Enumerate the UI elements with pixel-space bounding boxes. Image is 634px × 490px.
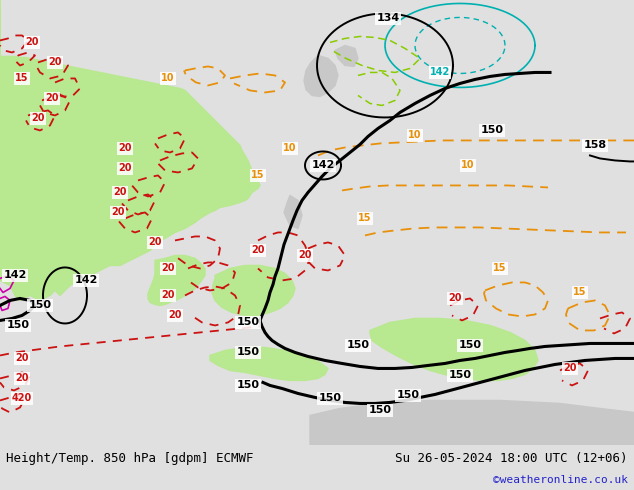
Text: 20: 20 bbox=[168, 311, 182, 320]
Polygon shape bbox=[284, 196, 302, 228]
Text: 10: 10 bbox=[408, 130, 422, 141]
Text: 150: 150 bbox=[368, 405, 392, 416]
Text: 150: 150 bbox=[347, 341, 370, 350]
Polygon shape bbox=[370, 318, 538, 380]
Text: 150: 150 bbox=[6, 320, 30, 330]
Text: 20: 20 bbox=[113, 188, 127, 197]
Text: 15: 15 bbox=[358, 214, 372, 223]
Text: 150: 150 bbox=[236, 347, 259, 357]
Text: 142: 142 bbox=[430, 68, 450, 77]
Polygon shape bbox=[304, 55, 338, 97]
Text: 150: 150 bbox=[458, 341, 481, 350]
Text: 20: 20 bbox=[119, 164, 132, 173]
Text: 10: 10 bbox=[283, 144, 297, 153]
Text: 20: 20 bbox=[161, 264, 175, 273]
Text: 20: 20 bbox=[563, 364, 577, 373]
Text: 134: 134 bbox=[377, 13, 399, 24]
Polygon shape bbox=[148, 255, 205, 305]
Text: 15: 15 bbox=[15, 74, 29, 83]
Text: 20: 20 bbox=[148, 238, 162, 247]
Text: 150: 150 bbox=[236, 318, 259, 327]
Text: 20: 20 bbox=[25, 37, 39, 48]
Text: 20: 20 bbox=[15, 353, 29, 364]
Text: ©weatheronline.co.uk: ©weatheronline.co.uk bbox=[493, 475, 628, 485]
Text: 150: 150 bbox=[318, 393, 342, 403]
Text: 142: 142 bbox=[74, 275, 98, 286]
Text: 15: 15 bbox=[251, 171, 265, 180]
Text: 158: 158 bbox=[583, 141, 607, 150]
Text: 20: 20 bbox=[251, 245, 265, 255]
Text: 20: 20 bbox=[161, 291, 175, 300]
Text: 20: 20 bbox=[45, 94, 59, 103]
Text: 20: 20 bbox=[119, 144, 132, 153]
Text: 142: 142 bbox=[3, 270, 27, 280]
Text: Height/Temp. 850 hPa [gdpm] ECMWF: Height/Temp. 850 hPa [gdpm] ECMWF bbox=[6, 452, 254, 465]
Text: 150: 150 bbox=[481, 125, 503, 135]
Text: 15: 15 bbox=[573, 288, 586, 297]
Polygon shape bbox=[212, 266, 295, 316]
Text: 15: 15 bbox=[493, 264, 507, 273]
Polygon shape bbox=[335, 46, 358, 67]
Text: 10: 10 bbox=[161, 74, 175, 83]
Text: 20: 20 bbox=[111, 207, 125, 218]
Text: 142: 142 bbox=[311, 160, 335, 171]
Text: Su 26-05-2024 18:00 UTC (12+06): Su 26-05-2024 18:00 UTC (12+06) bbox=[395, 452, 628, 465]
Text: 150: 150 bbox=[396, 391, 420, 400]
Text: 150: 150 bbox=[448, 370, 472, 380]
Text: 20: 20 bbox=[298, 250, 312, 261]
Polygon shape bbox=[210, 347, 328, 380]
Polygon shape bbox=[0, 0, 260, 300]
Text: 20: 20 bbox=[31, 114, 45, 123]
Text: 10: 10 bbox=[462, 160, 475, 171]
Text: 20: 20 bbox=[448, 294, 462, 303]
Text: 150: 150 bbox=[29, 300, 51, 311]
Text: 20: 20 bbox=[48, 57, 61, 68]
Polygon shape bbox=[310, 400, 634, 445]
Text: 150: 150 bbox=[236, 380, 259, 391]
Text: 420: 420 bbox=[12, 393, 32, 403]
Text: 20: 20 bbox=[15, 373, 29, 384]
